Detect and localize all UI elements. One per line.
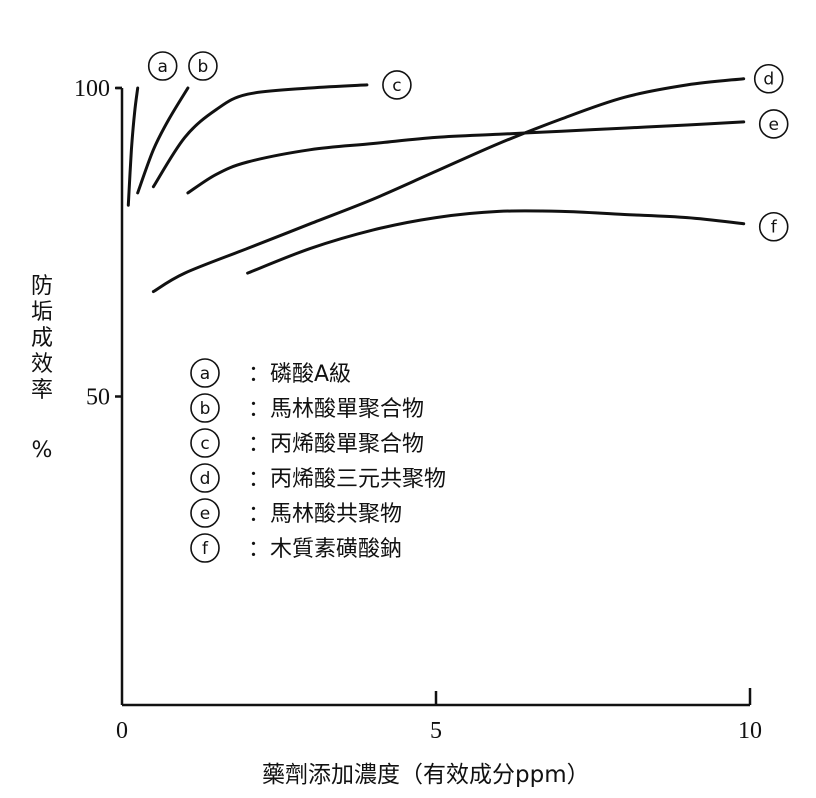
legend-item: a ：磷酸A級 [190,358,351,388]
x-tick-label: 10 [738,718,762,744]
x-tick-label: 5 [430,718,442,744]
series-marker-a: a [147,51,178,81]
series-marker-letter: e [768,115,778,135]
y-tick-label: 50 [86,385,110,411]
legend-marker-circle [190,533,220,563]
legend-marker-letter: e [200,504,210,524]
legend-marker-letter: f [202,539,209,559]
legend-label: ：馬林酸共聚物 [248,502,402,527]
legend-item: b ：馬林酸單聚合物 [190,393,424,423]
legend-label: ：木質素磺酸鈉 [248,537,402,562]
series-marker-letter: b [198,57,209,77]
series-line-d [151,77,746,294]
legend-marker-circle [190,358,220,388]
legend-item: e ：馬林酸共聚物 [190,498,402,528]
series-line-a [126,86,140,207]
legend-item: d ：丙烯酸三元共聚物 [190,463,446,493]
series-marker-letter: f [771,218,778,238]
legend-marker-circle [190,393,220,423]
legend-item: f ：木質素磺酸鈉 [190,533,402,563]
legend-item: c ：丙烯酸單聚合物 [190,428,424,458]
series-marker-circle [758,211,789,242]
ylabel-char: 成 [31,326,53,351]
series-marker-circle [758,109,789,139]
ylabel-unit: % [32,438,53,463]
series-line-b [136,86,190,195]
legend-marker-circle [190,498,220,528]
ylabel-char: 效 [31,352,53,377]
series-marker-f: f [758,211,789,242]
series-marker-circle [753,63,784,94]
legend-label: ：丙烯酸單聚合物 [248,432,424,457]
legend-label: ：丙烯酸三元共聚物 [248,467,446,492]
x-tick-label: 0 [116,718,128,744]
y-tick-label: 100 [74,76,110,102]
legend-marker-letter: b [200,399,211,419]
series-marker-c: c [382,70,412,100]
series-marker-letter: c [392,76,401,96]
tick-group: 0 5 10 50 100 [74,76,762,744]
x-axis-label: 藥劑添加濃度（有效成分ppm） [262,762,590,788]
series-marker-d: d [753,63,784,94]
legend-marker-letter: a [200,364,210,384]
series-marker-group: a b c d e f [147,51,789,242]
series-line-c [151,83,369,189]
legend-marker-circle [190,463,220,493]
series-marker-circle [147,51,178,81]
ylabel-char: 率 [31,378,53,403]
legend-marker-letter: c [200,434,209,454]
series-marker-letter: a [157,57,167,77]
ylabel-char: 防 [31,274,53,299]
legend-label: ：馬林酸單聚合物 [248,397,424,422]
series-marker-b: b [188,51,218,81]
curve-group [126,77,746,294]
legend-marker-circle [190,428,220,458]
y-axis-label: 防 垢 成 效 率 % [31,274,53,463]
legend: a ：磷酸A級 b ：馬林酸單聚合物 c ：丙烯酸單聚合物 d ：丙烯酸三元共聚物 e ：馬林酸共… [190,358,446,563]
series-marker-circle [382,70,412,100]
series-marker-letter: d [763,70,774,90]
legend-marker-letter: d [200,469,211,489]
series-marker-circle [188,51,218,81]
series-line-e [186,120,746,195]
series-marker-e: e [758,109,789,139]
legend-label: ：磷酸A級 [248,362,351,387]
ylabel-char: 垢 [31,300,53,325]
series-line-f [246,209,746,275]
